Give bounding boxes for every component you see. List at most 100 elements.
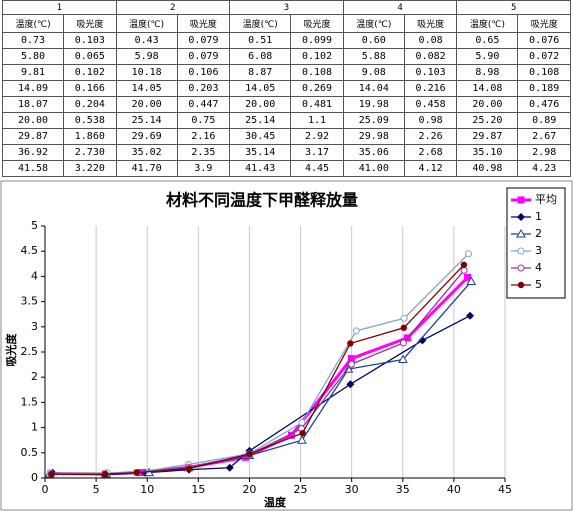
table-cell: 25.09 (342, 112, 405, 129)
table-cell: 41.58 (1, 160, 65, 177)
marker (299, 429, 306, 437)
legend-label: 1 (535, 210, 542, 223)
marker (102, 471, 109, 478)
table-cell: 0.189 (517, 80, 571, 97)
column-header: 吸光度 (63, 14, 117, 33)
x-tick-label: 10 (140, 483, 154, 496)
table-cell: 5.80 (1, 48, 65, 65)
table-cell: 0.481 (290, 96, 344, 113)
marker (246, 450, 253, 458)
group-header: 4 (342, 0, 458, 15)
table-cell: 0.476 (517, 96, 571, 113)
table-cell: 5.88 (342, 48, 405, 65)
table-row: 5.80 0.065 5.98 0.079 6.08 0.102 5.88 0.082 5.90… (1, 48, 571, 65)
marker (466, 311, 475, 320)
table-row: 36.92 2.730 35.02 2.35 35.14 3.17 35.06 2.68 35.… (1, 144, 571, 161)
header-row: 温度(℃) 吸光度 温度(℃) 吸光度 温度(℃) 吸光度 温度(℃) 吸光度 温度(℃) 吸光度 (1, 14, 571, 33)
marker (517, 196, 525, 204)
x-tick-label: 5 (93, 483, 100, 496)
table-cell: 9.81 (1, 64, 65, 81)
table-cell: 6.08 (229, 48, 292, 65)
table-cell: 0.203 (176, 80, 231, 97)
y-tick-label: 3.5 (21, 295, 39, 308)
y-tick-label: 0 (31, 471, 38, 484)
table-cell: 0.08 (403, 32, 458, 49)
column-header: 温度(℃) (229, 14, 292, 33)
marker (297, 435, 307, 444)
marker (241, 453, 249, 461)
marker (347, 360, 355, 368)
table-cell: 2.92 (290, 128, 344, 145)
y-tick-label: 1.5 (21, 395, 39, 408)
table-row: 41.58 3.220 41.70 3.9 41.43 4.45 41.00 4.12 40.9… (1, 160, 571, 177)
table-cell: 0.106 (176, 64, 231, 81)
table-cell: 41.00 (342, 160, 405, 177)
table-cell: 4.23 (517, 160, 571, 177)
y-tick-label: 3 (31, 320, 38, 333)
group-header: 1 (2, 0, 117, 15)
table-cell: 29.69 (115, 128, 178, 145)
x-tick-label: 25 (294, 483, 308, 496)
column-header: 吸光度 (403, 14, 458, 33)
table-cell: 36.92 (1, 144, 65, 161)
table-cell: 0.099 (290, 32, 344, 49)
x-tick-label: 20 (242, 483, 256, 496)
marker (517, 264, 525, 272)
marker (347, 340, 354, 347)
table-cell: 9.08 (342, 64, 405, 81)
table-cell: 5.90 (456, 48, 519, 65)
table-cell: 2.98 (517, 144, 571, 161)
table-cell: 0.079 (176, 32, 231, 49)
table-cell: 2.68 (403, 144, 458, 161)
table-cell: 14.05 (115, 80, 178, 97)
table-cell: 8.87 (229, 64, 292, 81)
table-cell: 35.02 (115, 144, 178, 161)
y-tick-label: 5 (31, 219, 38, 232)
table-cell: 0.43 (115, 32, 178, 49)
x-tick-label: 40 (447, 483, 461, 496)
table-cell: 0.082 (403, 48, 458, 65)
table-cell: 29.87 (1, 128, 65, 145)
table-cell: 40.98 (456, 160, 519, 177)
table-row: 9.81 0.102 10.18 0.106 8.87 0.108 9.08 0.103 8.9… (1, 64, 571, 81)
marker (466, 276, 477, 285)
legend-label: 4 (535, 261, 542, 274)
table-row: 14.09 0.166 14.05 0.203 14.05 0.269 14.04 0.216… (1, 80, 571, 97)
table-cell: 0.458 (403, 96, 458, 113)
chart-frame (0, 180, 573, 511)
table-cell: 2.26 (403, 128, 458, 145)
table-cell: 25.14 (115, 112, 178, 129)
table-cell: 0.108 (290, 64, 344, 81)
table-cell: 25.20 (456, 112, 519, 129)
table-cell: 0.98 (403, 112, 458, 129)
table-cell: 25.14 (229, 112, 292, 129)
table-cell: 14.08 (456, 80, 519, 97)
table-cell: 5.98 (115, 48, 178, 65)
table-cell: 0.204 (63, 96, 117, 113)
table-cell: 35.06 (342, 144, 405, 161)
group-header: 5 (456, 0, 571, 15)
y-tick-label: 4 (31, 269, 38, 282)
marker (398, 354, 408, 364)
marker (516, 228, 526, 238)
table-cell: 0.103 (403, 64, 458, 81)
chart: 材料不同温度下甲醛释放量 温度 吸光度 0 5 10 15 20 25 30 35 40 4500… (0, 180, 573, 511)
table-cell: 8.98 (456, 64, 519, 81)
column-header: 温度(℃) (456, 14, 519, 33)
group-header: 2 (115, 0, 231, 15)
table-cell: 0.065 (63, 48, 117, 65)
y-tick-label: 2 (31, 370, 38, 383)
table-cell: 14.04 (342, 80, 405, 97)
table-cell: 20.00 (115, 96, 178, 113)
table-row: 18.07 0.204 20.00 0.447 20.00 0.481 19.98 0.458… (1, 96, 571, 113)
chart-title: 材料不同温度下甲醛释放量 (166, 191, 358, 210)
table-cell: 0.65 (456, 32, 519, 49)
marker (346, 380, 355, 389)
marker (464, 273, 472, 281)
table-cell: 0.269 (290, 80, 344, 97)
group-header: 3 (229, 0, 344, 15)
table-cell: 0.076 (517, 32, 571, 49)
marker (287, 431, 295, 439)
